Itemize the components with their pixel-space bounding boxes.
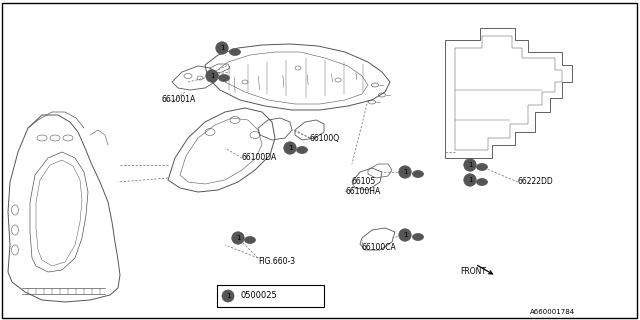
Circle shape: [232, 232, 244, 244]
Text: 66222DD: 66222DD: [518, 178, 554, 187]
Circle shape: [399, 166, 412, 178]
Text: A660001784: A660001784: [530, 309, 575, 315]
Ellipse shape: [218, 75, 230, 82]
Ellipse shape: [230, 49, 241, 55]
Text: 1: 1: [403, 169, 407, 175]
Text: 66100HA: 66100HA: [345, 188, 380, 196]
Text: 0500025: 0500025: [240, 292, 276, 300]
Text: 66100CA: 66100CA: [362, 244, 397, 252]
Ellipse shape: [477, 179, 488, 186]
Circle shape: [399, 229, 412, 241]
Ellipse shape: [413, 234, 424, 241]
Circle shape: [464, 174, 476, 186]
Text: FIG.660-3: FIG.660-3: [258, 258, 295, 267]
Text: 1: 1: [210, 73, 214, 79]
Circle shape: [206, 70, 218, 82]
Circle shape: [284, 142, 296, 154]
Text: 661001A: 661001A: [162, 95, 196, 105]
FancyBboxPatch shape: [217, 285, 324, 307]
Circle shape: [222, 290, 234, 302]
Circle shape: [464, 159, 476, 171]
Ellipse shape: [244, 236, 255, 244]
Text: 1: 1: [288, 145, 292, 151]
Text: 1: 1: [468, 162, 472, 168]
Ellipse shape: [413, 171, 424, 178]
Text: 1: 1: [220, 45, 224, 51]
Ellipse shape: [477, 164, 488, 171]
Text: FRONT: FRONT: [460, 268, 486, 276]
Ellipse shape: [296, 147, 307, 154]
Text: 66105: 66105: [352, 178, 376, 187]
Text: 1: 1: [403, 232, 407, 238]
Text: 1: 1: [226, 293, 230, 299]
Text: 66100Q: 66100Q: [310, 133, 340, 142]
Text: 66100DA: 66100DA: [242, 154, 277, 163]
Text: 1: 1: [468, 177, 472, 183]
Text: 1: 1: [236, 235, 240, 241]
Circle shape: [216, 42, 228, 54]
